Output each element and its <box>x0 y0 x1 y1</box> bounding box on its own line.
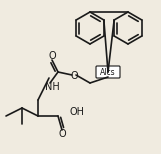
Text: O: O <box>48 51 56 61</box>
Text: O: O <box>70 71 78 81</box>
Text: O: O <box>58 129 66 139</box>
Text: OH: OH <box>70 107 85 117</box>
FancyBboxPatch shape <box>96 66 120 78</box>
Text: NH: NH <box>45 82 59 92</box>
Text: Alcs: Alcs <box>100 67 116 77</box>
